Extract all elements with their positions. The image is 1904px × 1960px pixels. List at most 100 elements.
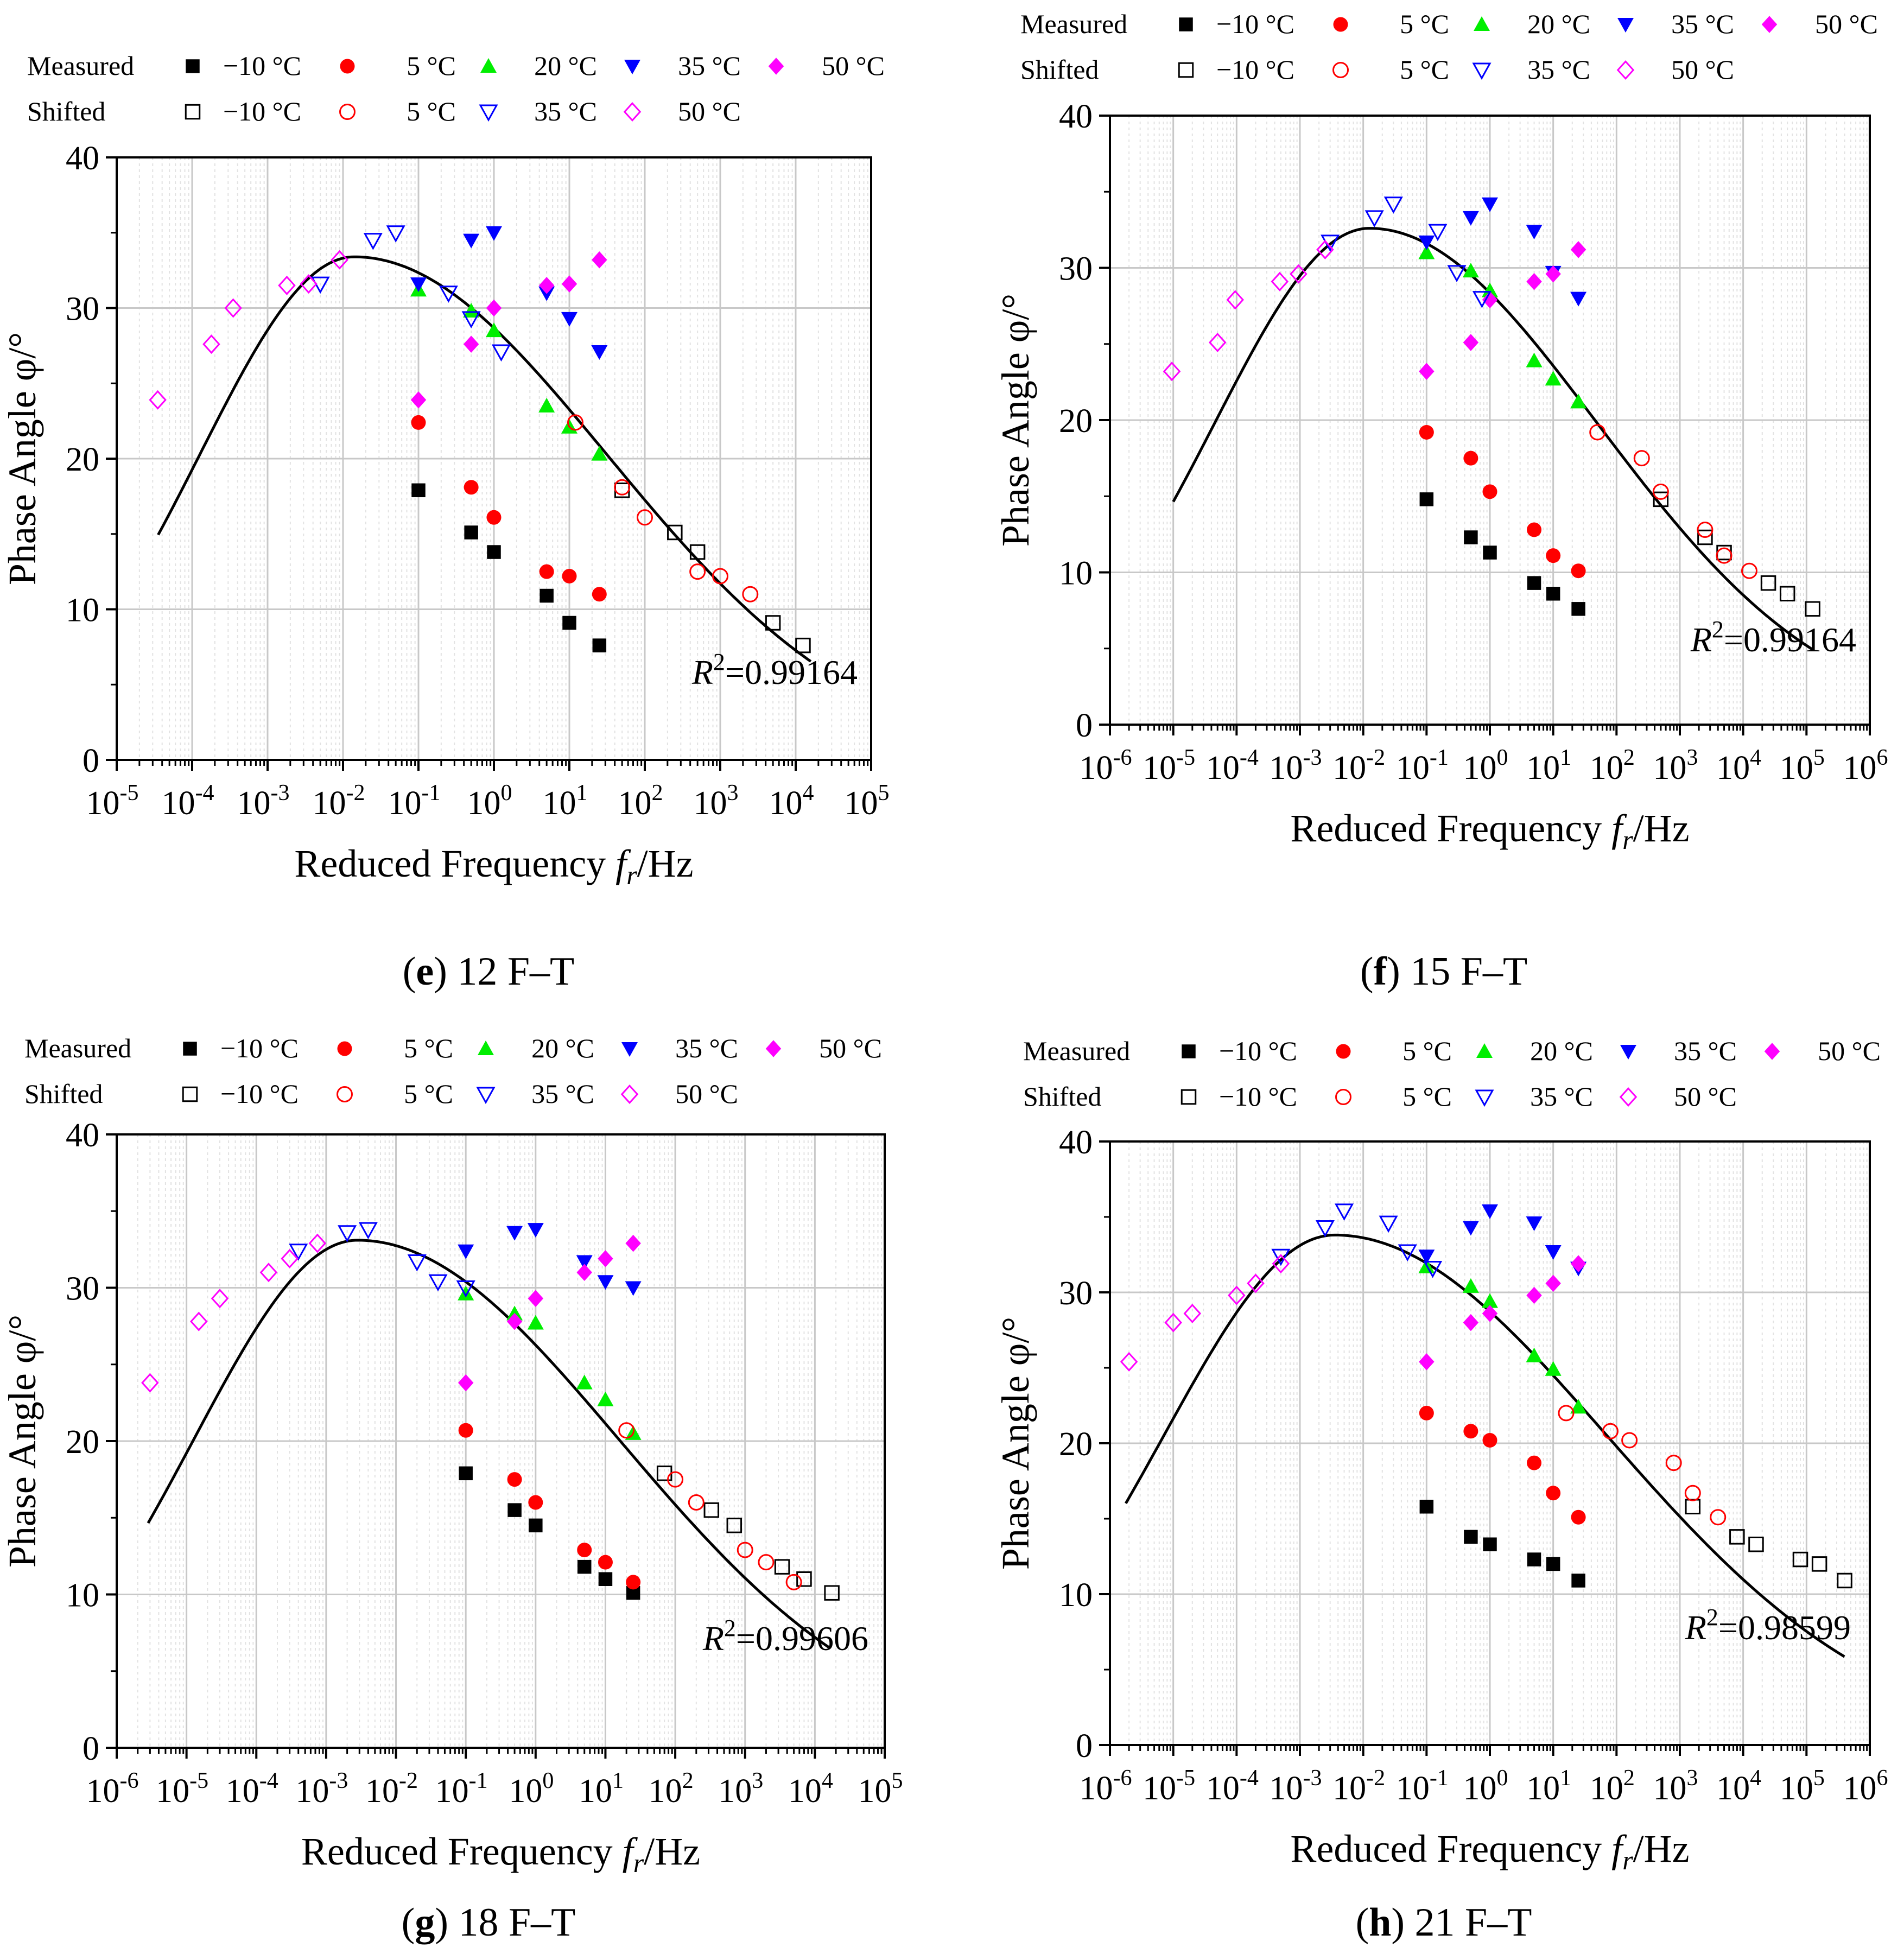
xtick-label-g-1: 10-5	[156, 1768, 208, 1810]
point-h-6-3	[1665, 1455, 1682, 1471]
point-f-4-5	[1570, 241, 1586, 258]
legend-shifted-marker-2	[1475, 1089, 1494, 1107]
xtick-label-f-11: 105	[1780, 745, 1825, 786]
legend-measured-entry-2: 20 °C	[534, 50, 597, 81]
point-h-2-3	[1526, 1347, 1543, 1362]
ytick-label-h-2: 20	[1059, 1426, 1093, 1463]
point-f-0-1	[1464, 530, 1478, 544]
series-h-6	[1558, 1405, 1727, 1526]
point-e-5-2	[689, 544, 706, 560]
point-e-7-4	[461, 311, 481, 329]
point-e-7-1	[363, 233, 383, 250]
point-f-6-0	[1589, 424, 1606, 441]
legend-measured-entry-3: 35 °C	[1671, 9, 1734, 39]
point-f-4-3	[1526, 272, 1542, 290]
panel-f: Measured Shifted −10 °C 5 °C 20 °C 35 °C 50 °C…	[994, 9, 1888, 855]
caption-e-letter: e	[416, 949, 434, 994]
xtick-label-e-8: 103	[694, 781, 739, 822]
legend-measured-entry-1: 5 °C	[404, 1033, 453, 1063]
xtick-label-f-9: 103	[1653, 745, 1698, 786]
y-axis-label-g: Phase Angle φ/°	[1, 1315, 44, 1568]
legend-measured-entry-3: 35 °C	[678, 50, 741, 81]
ytick-label-f-4: 40	[1059, 98, 1093, 135]
point-g-3-2	[527, 1223, 544, 1238]
point-f-6-3	[1697, 521, 1713, 538]
series-f-0	[1419, 492, 1585, 616]
series-f-6	[1589, 424, 1757, 579]
legend-shifted-entry-1: 5 °C	[1400, 54, 1449, 85]
series-h-3	[1418, 1204, 1587, 1277]
point-f-1-1	[1463, 451, 1478, 466]
point-h-8-5	[1272, 1254, 1290, 1274]
caption-h: (h) 21 F–T	[1355, 1900, 1532, 1945]
caption-f-letter: f	[1373, 949, 1387, 994]
ytick-label-g-3: 30	[66, 1271, 99, 1308]
xtick-label-e-0: 10-5	[86, 781, 139, 822]
point-h-7-1	[1315, 1220, 1335, 1238]
panel-h: Measured Shifted −10 °C 5 °C 20 °C 35 °C 50 °C…	[994, 1036, 1888, 1875]
point-g-1-3	[577, 1543, 592, 1558]
series-h-2	[1418, 1258, 1587, 1414]
xtick-label-f-5: 10-1	[1396, 745, 1449, 786]
caption-g-text: 18 F–T	[458, 1900, 576, 1945]
point-h-5-2	[1748, 1537, 1764, 1552]
point-h-7-5	[1423, 1261, 1443, 1278]
point-e-2-1	[463, 303, 480, 318]
xtick-label-e-10: 105	[845, 781, 890, 822]
point-e-8-0	[149, 390, 167, 410]
series-h-8	[1120, 1254, 1290, 1372]
point-g-3-5	[625, 1281, 642, 1296]
point-e-7-5	[491, 344, 511, 362]
point-e-7-2	[386, 225, 405, 243]
series-e-3	[410, 226, 608, 360]
legend-shifted-entry-3: 50 °C	[1674, 1081, 1737, 1112]
point-f-4-2	[1482, 291, 1498, 309]
legend-measured-marker-4	[768, 58, 784, 75]
point-e-0-0	[411, 483, 426, 498]
r2-annotation-h: R2=0.98599	[1685, 1604, 1851, 1647]
grid-h	[1109, 1140, 1871, 1746]
legend-shifted-marker-0	[1181, 1089, 1197, 1105]
legend-measured-entry-0: −10 °C	[1219, 1036, 1297, 1066]
point-f-4-0	[1419, 363, 1435, 380]
point-h-0-1	[1464, 1530, 1478, 1544]
legend-shifted-marker-1	[339, 104, 356, 120]
legend-shifted-entry-1: 5 °C	[1402, 1081, 1452, 1112]
point-h-4-3	[1526, 1286, 1542, 1304]
legend-shifted-marker-0	[185, 104, 201, 120]
point-h-1-2	[1482, 1432, 1497, 1448]
point-e-6-2	[637, 509, 653, 526]
point-f-6-2	[1652, 483, 1669, 500]
point-h-3-2	[1482, 1204, 1498, 1219]
grid-g	[116, 1133, 886, 1749]
point-e-4-2	[486, 299, 502, 317]
point-e-0-2	[487, 545, 501, 559]
point-h-2-2	[1482, 1293, 1498, 1308]
xtick-label-g-8: 102	[649, 1768, 694, 1810]
series-e-0	[411, 483, 607, 652]
xtick-label-h-2: 10-4	[1206, 1766, 1259, 1807]
xtick-label-h-9: 103	[1653, 1766, 1698, 1807]
point-f-8-2	[1226, 290, 1245, 310]
legend-measured-label: Measured	[1023, 1036, 1130, 1066]
point-f-8-4	[1290, 264, 1308, 284]
point-h-1-4	[1546, 1486, 1561, 1501]
point-f-5-5	[1805, 601, 1820, 617]
xtick-label-f-0: 10-6	[1080, 745, 1132, 786]
series-e-4	[410, 251, 607, 409]
point-e-0-4	[562, 616, 576, 630]
series-e-8	[149, 250, 348, 410]
series-f-1	[1419, 424, 1586, 579]
point-e-5-3	[765, 615, 781, 631]
caption-g: (g) 18 F–T	[401, 1900, 576, 1945]
point-f-1-5	[1571, 563, 1586, 579]
point-h-4-4	[1545, 1274, 1561, 1292]
point-h-7-4	[1398, 1244, 1417, 1262]
point-f-3-0	[1418, 235, 1435, 250]
legend-shifted-entry-2: 35 °C	[1530, 1081, 1593, 1112]
series-g-7	[289, 1222, 475, 1298]
ytick-label-g-4: 40	[66, 1117, 99, 1154]
point-f-6-4	[1716, 547, 1732, 564]
series-g-8	[141, 1233, 327, 1393]
caption-g-letter: g	[415, 1900, 435, 1945]
